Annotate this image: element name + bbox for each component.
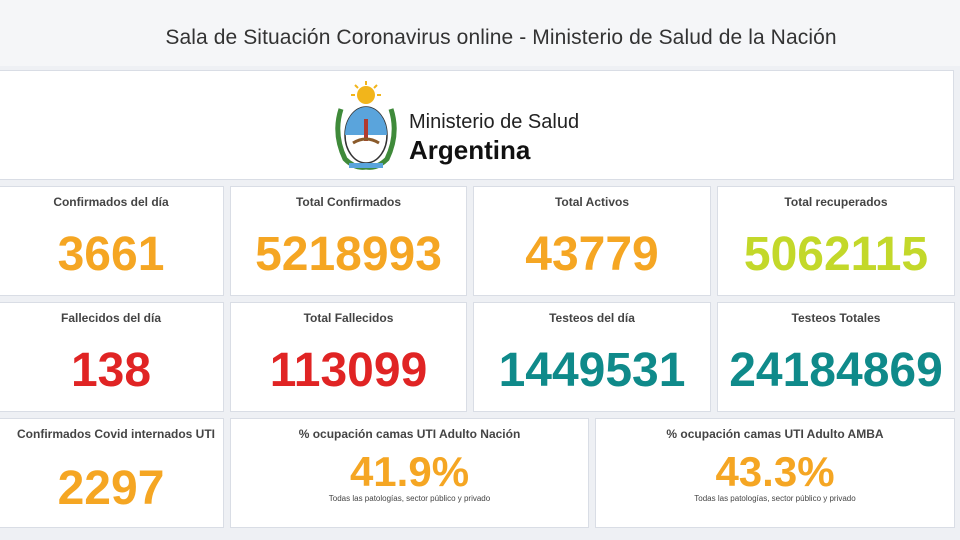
card-testeos-totales: Testeos Totales 24184869 [717,302,955,412]
card-subtitle: Todas las patologías, sector público y p… [694,494,856,503]
logo-banner: Ministerio de Salud Argentina [0,70,954,180]
ministry-logo: Ministerio de Salud Argentina [331,79,631,175]
card-subtitle: Todas las patologías, sector público y p… [328,494,491,503]
card-value: 2297 [57,462,165,515]
card-label: Testeos del día [549,311,635,325]
card-value: 1449531 [498,344,686,397]
card-total-confirmados: Total Confirmados 5218993 [230,186,467,296]
card-label: Fallecidos del día [60,311,162,325]
card-label: Total Activos [554,195,629,209]
card-value: 113099 [269,344,428,397]
card-label: Total Fallecidos [303,311,394,325]
card-label: Confirmados del día [53,195,169,209]
card-testeos-dia: Testeos del día 1449531 [473,302,711,412]
argentina-coat-of-arms-icon [335,81,397,170]
card-value: 3661 [57,228,165,281]
logo-ministry-text: Ministerio de Salud [409,111,580,133]
header-bar: Sala de Situación Coronavirus online - M… [0,0,960,66]
card-total-fallecidos: Total Fallecidos 113099 [230,302,467,412]
card-value: 43779 [525,228,659,281]
card-label: % ocupación camas UTI Adulto AMBA [666,427,884,441]
card-label: Total recuperados [784,195,888,209]
logo-country-text: Argentina [409,135,531,165]
card-label: % ocupación camas UTI Adulto Nación [298,427,521,441]
card-value: 138 [70,344,152,397]
card-value: 43.3% [715,448,835,495]
card-value: 24184869 [729,344,943,397]
card-value: 5062115 [743,228,929,281]
card-label: Total Confirmados [295,195,402,209]
card-ocupacion-amba: % ocupación camas UTI Adulto AMBA 43.3% … [595,418,955,528]
card-value: 41.9% [349,448,470,495]
card-label: Testeos Totales [791,311,881,325]
card-total-recuperados: Total recuperados 5062115 [717,186,955,296]
card-confirmados-dia: Confirmados del día 3661 [0,186,224,296]
card-value: 5218993 [255,228,442,281]
card-total-activos: Total Activos 43779 [473,186,711,296]
card-internados-uti: Confirmados Covid internados UTI 2297 [0,418,224,528]
card-label: Confirmados Covid internados UTI [17,427,216,441]
card-ocupacion-nacion: % ocupación camas UTI Adulto Nación 41.9… [230,418,589,528]
page-title: Sala de Situación Coronavirus online - M… [165,26,837,49]
card-fallecidos-dia: Fallecidos del día 138 [0,302,224,412]
